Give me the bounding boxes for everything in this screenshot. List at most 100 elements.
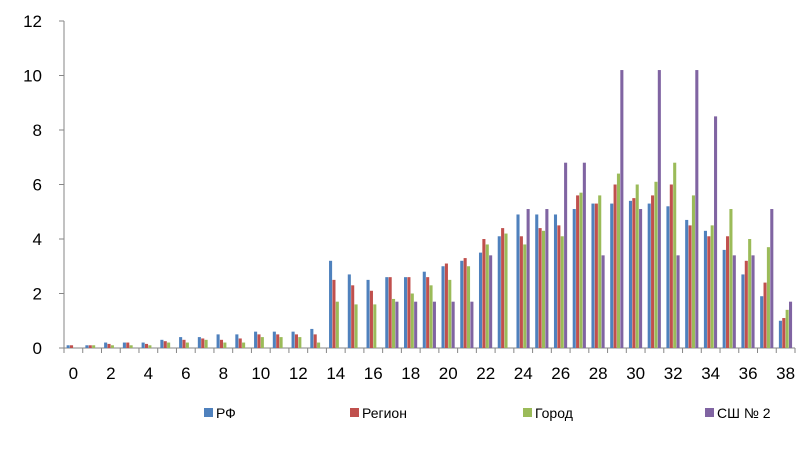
bar — [366, 279, 370, 348]
x-tick-label: 32 — [664, 364, 683, 383]
x-tick-label: 12 — [289, 364, 308, 383]
x-tick-label: 8 — [219, 364, 228, 383]
bar — [354, 304, 358, 348]
bar — [429, 285, 433, 348]
bar — [576, 195, 580, 348]
bar — [444, 263, 448, 348]
bar — [744, 260, 748, 348]
bar — [579, 192, 583, 348]
bar — [85, 345, 89, 348]
series-2 — [69, 184, 786, 348]
bar — [451, 301, 455, 348]
bar — [335, 301, 339, 348]
bar — [88, 345, 92, 348]
bar — [560, 236, 564, 348]
bar — [122, 342, 126, 348]
x-tick-label: 26 — [551, 364, 570, 383]
bar — [572, 209, 576, 348]
bar — [501, 228, 505, 348]
bar — [110, 345, 114, 348]
bar — [294, 334, 298, 348]
bar — [179, 337, 183, 348]
bar — [167, 342, 171, 348]
legend-label: Регион — [362, 405, 407, 421]
bar — [373, 304, 377, 348]
bar — [238, 338, 242, 348]
bar — [197, 337, 201, 348]
bar — [676, 255, 680, 348]
bar — [673, 162, 677, 348]
bar — [598, 195, 602, 348]
bar — [310, 328, 314, 348]
bar — [148, 345, 152, 348]
bar — [541, 230, 546, 348]
series-1 — [66, 200, 782, 348]
bar — [789, 301, 793, 348]
bar — [279, 337, 283, 348]
bar — [107, 343, 111, 348]
legend-item: Город — [523, 405, 573, 421]
legend: РФ Регион Город СШ № 2 — [204, 405, 771, 421]
x-tick-label: 16 — [364, 364, 383, 383]
bar — [272, 331, 276, 348]
bar — [666, 206, 670, 348]
bar — [448, 279, 452, 348]
bar — [594, 203, 598, 348]
x-axis: 0 2 4 6 8 10 12 14 16 18 20 22 24 26 28 30 32 34 36 38 — [63, 347, 796, 383]
bar — [466, 266, 471, 348]
bar — [260, 337, 264, 348]
y-tick-label: 12 — [23, 12, 42, 31]
bar — [441, 266, 445, 348]
bar — [460, 260, 464, 348]
x-tick-label: 22 — [476, 364, 495, 383]
bar — [591, 203, 595, 348]
bar — [69, 345, 74, 348]
bar — [254, 331, 258, 348]
x-tick-label: 6 — [181, 364, 190, 383]
bar — [654, 181, 658, 348]
bar — [685, 219, 689, 348]
bar — [347, 274, 351, 348]
bar — [407, 277, 411, 348]
y-tick-label: 10 — [23, 67, 42, 86]
bar — [695, 70, 699, 349]
bar — [369, 290, 373, 348]
x-tick-label: 10 — [251, 364, 270, 383]
bar — [710, 225, 714, 348]
bar — [613, 184, 617, 348]
bar — [504, 233, 508, 348]
bar — [182, 339, 186, 348]
series-3 — [92, 162, 789, 348]
y-tick-label: 4 — [33, 230, 42, 249]
bar — [639, 209, 643, 348]
bar — [557, 225, 561, 348]
bar — [463, 258, 467, 348]
bar — [770, 209, 774, 348]
bar — [523, 244, 527, 348]
bar — [129, 345, 133, 348]
bar — [235, 334, 239, 348]
bar — [388, 277, 392, 348]
x-tick-label: 24 — [514, 364, 533, 383]
bar — [332, 279, 336, 348]
legend-item: РФ — [204, 405, 236, 421]
bar — [126, 342, 130, 348]
bar — [538, 228, 542, 348]
bar — [329, 260, 333, 348]
bar — [422, 271, 426, 348]
bar — [616, 173, 621, 348]
bar — [410, 293, 414, 348]
bar — [351, 285, 355, 348]
bar — [782, 318, 786, 348]
bar — [564, 162, 568, 348]
bar — [785, 309, 789, 348]
bar — [601, 255, 605, 348]
bar — [385, 277, 389, 348]
bar — [489, 255, 493, 348]
bars — [66, 70, 793, 349]
x-tick-label: 2 — [106, 364, 115, 383]
bar — [726, 236, 730, 348]
bar — [163, 341, 167, 348]
bar — [313, 334, 317, 348]
bar — [545, 209, 549, 348]
